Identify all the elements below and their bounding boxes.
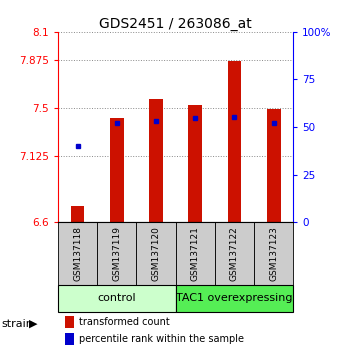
- Title: GDS2451 / 263086_at: GDS2451 / 263086_at: [99, 17, 252, 31]
- Bar: [65, 316, 74, 328]
- Text: ▶: ▶: [29, 319, 38, 329]
- Text: percentile rank within the sample: percentile rank within the sample: [79, 334, 244, 344]
- Text: GSM137120: GSM137120: [151, 226, 161, 281]
- Text: GSM137123: GSM137123: [269, 226, 278, 281]
- Bar: [110, 118, 124, 222]
- Bar: [71, 206, 85, 222]
- Bar: [176, 222, 215, 285]
- Text: GSM137122: GSM137122: [230, 226, 239, 281]
- Bar: [254, 222, 293, 285]
- Bar: [215, 222, 254, 285]
- Bar: [267, 109, 281, 222]
- Bar: [58, 285, 176, 312]
- Bar: [227, 61, 241, 222]
- Bar: [65, 333, 74, 345]
- Text: TAC1 overexpressing: TAC1 overexpressing: [176, 293, 293, 303]
- Bar: [97, 222, 136, 285]
- Bar: [58, 222, 97, 285]
- Bar: [136, 222, 176, 285]
- Text: strain: strain: [2, 319, 33, 329]
- Bar: [149, 99, 163, 222]
- Bar: [176, 285, 293, 312]
- Text: GSM137121: GSM137121: [191, 226, 200, 281]
- Text: GSM137118: GSM137118: [73, 226, 82, 281]
- Text: transformed count: transformed count: [79, 317, 170, 327]
- Text: GSM137119: GSM137119: [112, 226, 121, 281]
- Bar: [188, 105, 202, 222]
- Text: control: control: [98, 293, 136, 303]
